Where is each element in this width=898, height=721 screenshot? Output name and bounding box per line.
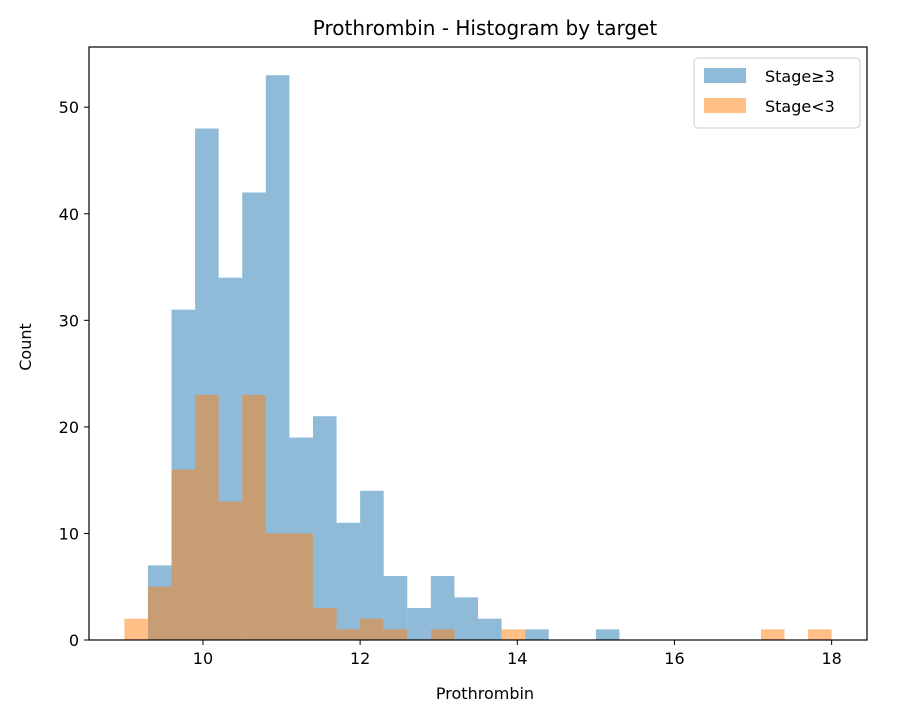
- histogram-bar-series-1-bin-15: [808, 629, 832, 640]
- histogram-bar-series-1-bin-5: [242, 394, 266, 640]
- histogram-bar-series-1-bin-12: [430, 629, 455, 640]
- y-tick-label: 50: [59, 98, 79, 117]
- histogram-bar-series-1-bin-11: [383, 629, 408, 640]
- y-tick-label: 40: [59, 205, 79, 224]
- histogram-bar-series-0-bin-9: [360, 490, 384, 640]
- histogram-bar-series-1-bin-10: [360, 618, 384, 640]
- histogram-bar-series-1-bin-14: [760, 629, 785, 640]
- x-tick-label: 18: [821, 649, 841, 668]
- histogram-bar-series-0-bin-15: [525, 629, 549, 640]
- histogram-bar-series-0-bin-5: [265, 75, 290, 640]
- x-tick-label: 10: [193, 649, 213, 668]
- histogram-bar-series-0-bin-12: [430, 576, 455, 640]
- ticks-layer: 10 12 14 16 18 0 10 20 30 40 50: [59, 98, 842, 668]
- legend: Stage≥3 Stage<3: [693, 57, 861, 129]
- histogram-bar-series-1-bin-2: [171, 469, 196, 640]
- histogram-bar-series-0-bin-11: [407, 608, 431, 640]
- chart-title: Prothrombin - Histogram by target: [313, 16, 658, 40]
- y-tick-label: 20: [59, 418, 79, 437]
- x-axis-title: Prothrombin: [436, 684, 534, 703]
- y-tick-label: 10: [59, 524, 79, 543]
- x-tick-label: 14: [507, 649, 527, 668]
- histogram-bar-series-0-bin-13: [454, 597, 478, 640]
- histogram-bar-series-0-bin-14: [478, 618, 502, 640]
- histogram-bar-series-1-bin-6: [265, 533, 290, 640]
- y-axis-title: Count: [16, 323, 35, 371]
- y-tick-label: 30: [59, 311, 79, 330]
- histogram-bar-series-1-bin-8: [312, 608, 337, 640]
- histogram-bar-series-1-bin-7: [289, 533, 313, 640]
- histogram-bar-series-1-bin-13: [501, 629, 526, 640]
- histogram-bar-series-1-bin-0: [124, 618, 148, 640]
- legend-swatch: [704, 68, 746, 83]
- legend-swatch: [704, 98, 746, 113]
- legend-label: Stage≥3: [765, 67, 835, 86]
- histogram-bar-series-0-bin-8: [336, 522, 361, 640]
- legend-label: Stage<3: [765, 97, 835, 116]
- x-tick-label: 12: [350, 649, 370, 668]
- histogram-bar-series-1-bin-9: [336, 629, 361, 640]
- histogram-bar-series-1-bin-3: [195, 394, 219, 640]
- histogram-bar-series-1-bin-4: [218, 501, 243, 640]
- plot-frame: [88, 46, 868, 641]
- y-tick-label: 0: [69, 631, 79, 650]
- histogram-bar-series-0-bin-10: [383, 576, 408, 640]
- histogram-bar-series-0-bin-7: [312, 416, 337, 640]
- x-tick-label: 16: [664, 649, 684, 668]
- histogram-bar-series-1-bin-1: [147, 586, 172, 640]
- bars-layer: [124, 75, 832, 641]
- histogram-bar-series-0-bin-16: [595, 629, 620, 640]
